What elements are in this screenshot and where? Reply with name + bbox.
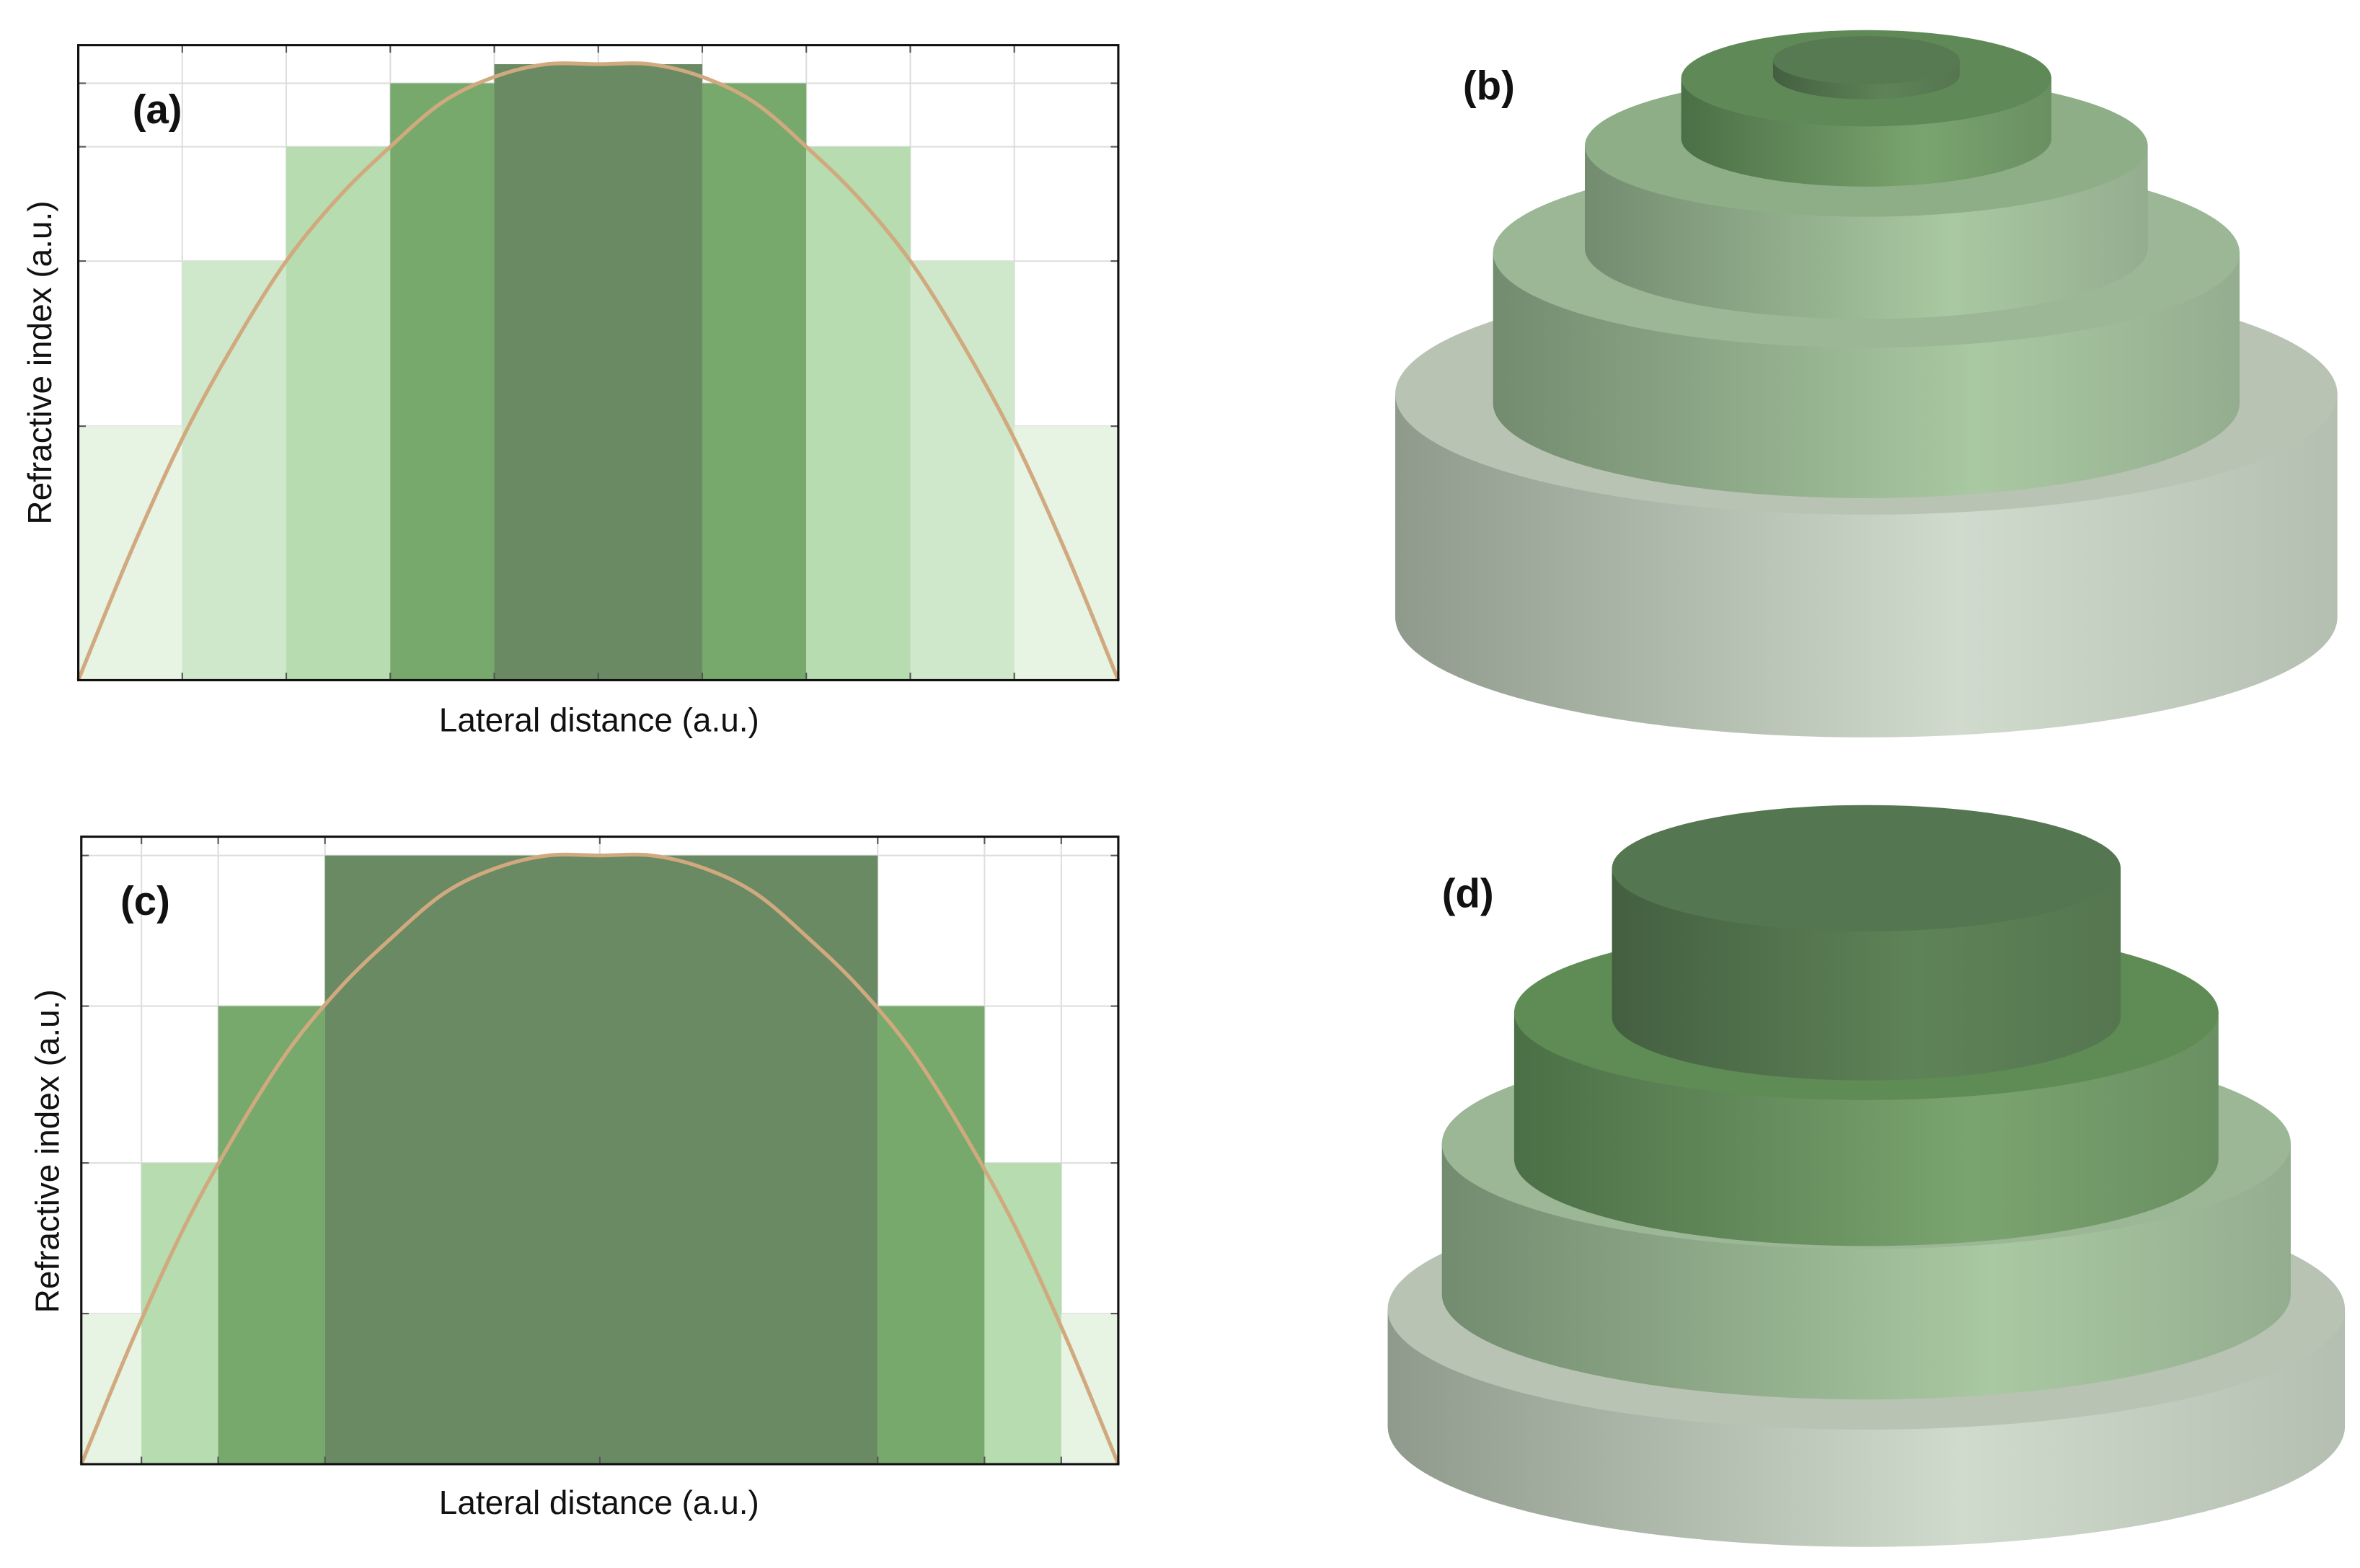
bar xyxy=(910,261,1015,681)
y-axis-label: Refractive index (a.u.) xyxy=(28,989,66,1313)
panel-label: (a) xyxy=(133,87,182,132)
index-curve xyxy=(76,61,1121,681)
bar xyxy=(878,1006,985,1464)
x-axis-label: Lateral distance (a.u.) xyxy=(439,1484,759,1521)
x-axis-label: Lateral distance (a.u.) xyxy=(439,701,759,738)
bar xyxy=(390,83,495,681)
cylinder-diagrams xyxy=(1387,30,2346,1547)
cylinder-top xyxy=(1612,805,2121,932)
bar xyxy=(806,146,911,681)
panel-label: (c) xyxy=(120,878,170,923)
chart: (c) Lateral distance (a.u.) Refractive ind… xyxy=(28,835,1121,1521)
chart: (a) Lateral distance (a.u.) Refractive ind… xyxy=(21,44,1121,738)
bar xyxy=(218,1006,325,1464)
plot-frame xyxy=(80,835,1120,1466)
bar xyxy=(324,855,878,1464)
panel-label: (b) xyxy=(1463,63,1515,108)
bar xyxy=(984,1163,1061,1464)
panel-label: (d) xyxy=(1442,871,1494,916)
plot-frame xyxy=(77,44,1120,682)
y-axis-label: Refractive index (a.u.) xyxy=(21,201,58,525)
bar xyxy=(182,261,287,681)
bar xyxy=(702,83,807,681)
bar xyxy=(494,64,702,681)
index-curve xyxy=(79,852,1121,1465)
bar xyxy=(141,1163,218,1464)
bar xyxy=(286,146,391,681)
cylinder-top xyxy=(1772,36,1960,84)
